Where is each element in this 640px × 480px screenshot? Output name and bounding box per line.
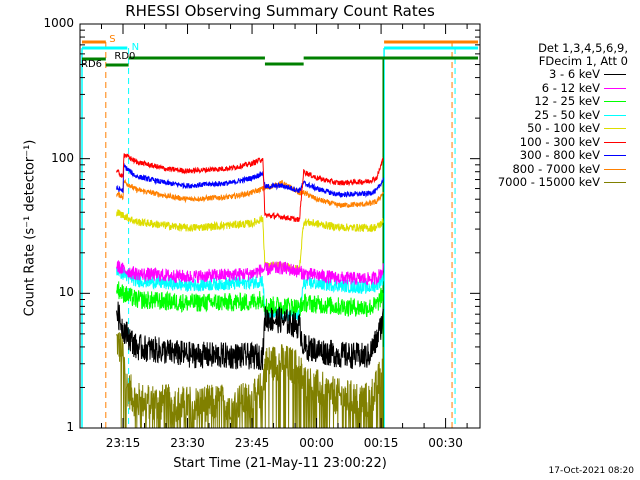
x-tick-label: 00:15 (363, 436, 399, 450)
x-tick-label: 23:15 (105, 436, 141, 450)
legend-header-line1: Det 1,3,4,5,6,9, (538, 41, 628, 55)
series-line-0 (116, 301, 384, 371)
y-tick-label: 1 (66, 420, 74, 434)
legend-header-line2: FDecim 1, Att 0 (538, 54, 628, 68)
x-tick-label: 23:30 (170, 436, 205, 450)
legend-swatch (604, 87, 626, 89)
legend-label: 800 - 7000 keV (512, 161, 600, 176)
series-line-1 (116, 259, 384, 286)
y-axis-label: Count Rate (s⁻¹ detector⁻¹) (22, 139, 38, 317)
legend-label: 50 - 100 keV (527, 121, 600, 135)
series-line-2 (116, 281, 384, 317)
chart-title: RHESSI Observing Summary Count Rates (125, 2, 435, 20)
legend-swatch (604, 155, 626, 156)
x-tick-label: 00:00 (299, 436, 334, 450)
status-label-n: N (131, 42, 140, 53)
status-label-s: S (109, 34, 116, 45)
series-line-8 (116, 332, 384, 429)
series-line-7 (116, 179, 384, 209)
series-line-6 (116, 162, 384, 199)
legend-swatch (604, 128, 626, 129)
timestamp: 17-Oct-2021 08:20 (548, 466, 634, 476)
x-tick-label: 00:30 (428, 436, 463, 450)
status-label-rd0: RD0 (114, 51, 136, 62)
y-tick-label: 1000 (43, 16, 74, 30)
legend-label: 25 - 50 keV (534, 107, 600, 122)
legend-swatch (604, 101, 626, 102)
legend-swatch (604, 168, 626, 170)
legend-swatch (604, 74, 626, 75)
y-tick-label: 100 (51, 150, 74, 165)
status-label-rd6: RD6 (81, 59, 103, 70)
legend-swatch (604, 141, 626, 143)
series-layer (116, 153, 384, 429)
legend-label: 12 - 25 keV (534, 94, 600, 108)
legend-label: 7000 - 15000 keV (497, 175, 600, 189)
legend-label: 300 - 800 keV (519, 148, 600, 162)
series-line-4 (116, 209, 384, 273)
legend-swatch (604, 182, 626, 183)
axes-layer (79, 23, 481, 429)
legend-label: 3 - 6 keV (549, 67, 600, 81)
x-tick-label: 23:45 (234, 436, 270, 450)
plot-frame (79, 23, 481, 429)
legend-label: 100 - 300 keV (519, 134, 600, 149)
x-axis-label: Start Time (21-May-11 23:00:22) (173, 456, 387, 471)
y-tick-label: 10 (58, 285, 74, 300)
legend-swatch (604, 114, 626, 116)
legend-label: 6 - 12 keV (541, 80, 600, 95)
series-line-5 (116, 153, 384, 223)
status-bars (81, 40, 478, 428)
